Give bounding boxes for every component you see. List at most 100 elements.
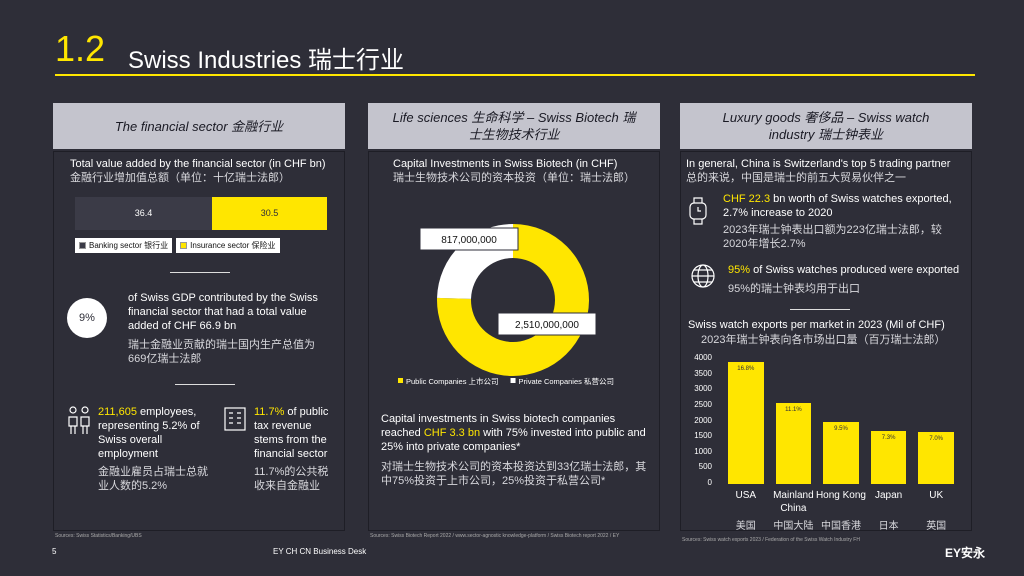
x-tick-label-cn: 美国 [735, 521, 756, 532]
label-box [419, 227, 519, 251]
globe-icon [691, 264, 715, 288]
building-icon [224, 407, 246, 431]
source: Sources: Swiss Statistics/Banking/UBS [55, 533, 142, 539]
gdp-text-cn: 瑞士金融业贡献的瑞士国内生产总值为669亿瑞士法郎 [128, 339, 315, 365]
x-tick-label-cn: 日本 [878, 521, 899, 532]
stacked-bar: 36.4 30.5 [75, 197, 327, 230]
export-text: CHF 22.3 bn worth of Swiss watches expor… [723, 192, 963, 220]
page-number: 5 [52, 547, 57, 556]
bar-segment [75, 197, 213, 230]
logo: EY安永 [945, 546, 986, 560]
legend-item: Insurance sector 保险业 [176, 238, 280, 253]
slide-title: Swiss Industries 瑞士行业 [128, 47, 405, 74]
text: of Swiss watches produced were exported [750, 264, 960, 276]
data-label: 30.5 [260, 208, 279, 218]
x-tick-label-cn: 中国香港 [820, 521, 861, 532]
people-icon [68, 406, 90, 434]
chart-title: Capital Investments in Swiss Biotech (in… [393, 158, 618, 170]
footer-text: EY CH CN Business Desk [273, 547, 367, 556]
bar-segment [212, 197, 327, 230]
y-tick-label: 2000 [694, 415, 712, 425]
highlight: CHF 22.3 [723, 193, 771, 205]
legend-label: Insurance sector 保险业 [190, 241, 276, 250]
legend: Banking sector 银行业 Insurance sector 保险业 [75, 238, 280, 253]
biotech-text: Capital investments in Swiss biotech com… [381, 412, 656, 454]
chart-title: Total value added by the financial secto… [70, 158, 326, 170]
panel [53, 151, 345, 531]
share-text: 95% of Swiss watches produced were expor… [728, 263, 968, 277]
watch-icon [689, 197, 707, 225]
x-tick-label: USA [735, 490, 757, 501]
gdp-text: of Swiss GDP contributed by the Swiss fi… [128, 292, 318, 332]
bar-chart: 0 500 1000 1500 2000 2500 3000 3500 4000 16.8% USA… [680, 350, 972, 532]
text: with 75% invested into public and 25% in… [381, 427, 646, 453]
highlight: 211,605 [98, 406, 137, 418]
legend-swatch [398, 378, 403, 383]
separator [790, 309, 850, 310]
share-text-cn: 95%的瑞士钟表均用于出口 [728, 283, 861, 295]
chart-subtitle: 瑞士生物技术公司的资本投资（单位：瑞士法郎） [393, 172, 635, 184]
text: employees, representing 5.2% of Swiss ov… [98, 406, 200, 460]
separator [170, 272, 230, 273]
share-label: 9.5% [834, 425, 848, 432]
highlight: CHF 3.3 bn [423, 427, 481, 439]
legend-swatch [79, 242, 86, 249]
legend-swatch [180, 242, 188, 249]
biotech-text-cn: 对瑞士生物技术公司的资本投资达到33亿瑞士法郎，其中75%投资于上市公司，25%… [381, 461, 647, 487]
legend-label: Public Companies 上市公司 [406, 376, 499, 386]
panel [680, 151, 972, 531]
legend-swatch [510, 378, 516, 383]
intro: In general, China is Switzerland's top 5… [686, 158, 951, 170]
legend-item: Banking sector 银行业 [75, 238, 173, 253]
data-label: 36.4 [134, 208, 153, 218]
y-tick-label: 0 [707, 478, 712, 487]
panel-heading: Luxury goods 奢侈品 – Swiss watch industry … [680, 103, 972, 149]
share-label: 7.0% [929, 436, 944, 443]
bar [870, 430, 907, 484]
tax-text: 11.7% of public tax revenue stems from t… [254, 405, 336, 461]
bar [823, 421, 859, 484]
highlight: 11.7% [254, 406, 285, 418]
y-tick-label: 1000 [694, 446, 712, 456]
section-number: 1.2 [55, 28, 106, 69]
x-tick-label-cn: 中国大陆 [773, 521, 814, 532]
y-tick-label: 3000 [694, 384, 712, 394]
y-tick-label: 4000 [694, 353, 712, 362]
panel [368, 151, 660, 531]
donut-slice [437, 224, 589, 376]
tax-text-cn: 11.7%的公共税收来自金融业 [254, 466, 329, 492]
source: Sources: Swiss watch exports 2023 / Fede… [682, 537, 860, 543]
x-tick-label: Hong Kong [815, 490, 866, 501]
text: bn worth of Swiss watches exported, 2.7%… [723, 193, 952, 219]
separator [175, 384, 235, 385]
intro-cn: 总的来说，中国是瑞士的前五大贸易伙伴之一 [686, 172, 906, 184]
source: Sources: Swiss Biotech Report 2022 / www… [370, 533, 620, 539]
bar [728, 362, 764, 484]
share-label: 16.8% [737, 366, 755, 373]
legend-label: Private Companies 私营公司 [519, 376, 614, 386]
chart-title: Swiss watch exports per market in 2023 (… [688, 319, 945, 331]
highlight: 95% [728, 264, 751, 276]
y-tick-label: 2500 [694, 399, 712, 409]
employees-text-cn: 金融业雇员占瑞士总就业人数的5.2% [98, 466, 208, 492]
bar [775, 402, 812, 484]
y-tick-label: 500 [698, 462, 712, 472]
y-tick-label: 3500 [694, 368, 712, 378]
x-tick-label: UK [929, 490, 944, 501]
employees-text: 211,605 employees, representing 5.2% of … [98, 405, 213, 461]
x-tick-label: Japan [874, 490, 903, 501]
export-text-cn: 2023年瑞士钟表出口额为223亿瑞士法郎，较2020年增长2.7% [723, 224, 942, 250]
panel-heading: The financial sector 金融行业 [53, 103, 345, 149]
chart-subtitle: 金融行业增加值总额（单位：十亿瑞士法郎） [70, 172, 290, 184]
legend-label: Banking sector 银行业 [89, 241, 169, 250]
x-tick-label-cn: 英国 [926, 521, 947, 532]
gdp-badge: 9% [67, 298, 107, 338]
donut-chart: 2,510,000,000 817,000,000 Public Companies… [398, 224, 614, 386]
share-label: 11.1% [785, 406, 802, 413]
bar [918, 432, 954, 484]
data-label: 817,000,000 [441, 235, 497, 246]
y-tick-label: 1500 [694, 431, 712, 441]
data-label: 2,510,000,000 [515, 320, 579, 331]
x-tick-label: Mainland China [773, 490, 814, 514]
